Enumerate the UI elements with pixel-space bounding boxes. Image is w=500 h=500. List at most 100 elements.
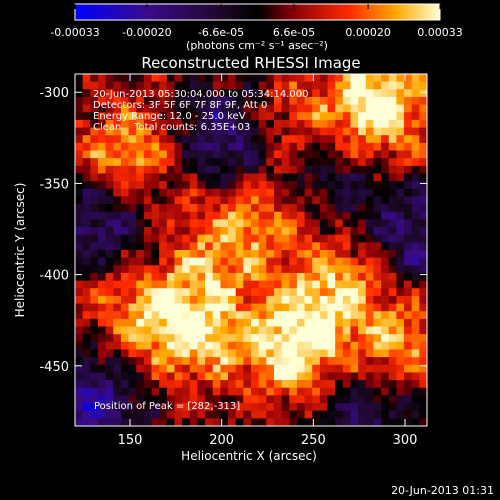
y-tick-label: -450 [39, 360, 69, 375]
heatmap-cell [273, 158, 283, 167]
heatmap-cell [205, 295, 214, 305]
heatmap-cell [136, 341, 145, 351]
heatmap-cell [75, 395, 84, 404]
heatmap-cell [197, 334, 206, 343]
heatmap-cell [90, 349, 99, 358]
heatmap-cell [228, 272, 237, 282]
heatmap-cell [319, 204, 329, 213]
heatmap-cell [220, 257, 229, 266]
heatmap-cell [373, 272, 382, 282]
heatmap-cell [273, 372, 283, 381]
heatmap-cell [281, 303, 290, 312]
heatmap-cell [350, 295, 359, 305]
heatmap-cell [220, 119, 229, 129]
heatmap-cell [166, 227, 176, 236]
heatmap-cell [75, 288, 84, 297]
heatmap-cell [273, 242, 283, 251]
heatmap-cell [243, 165, 252, 175]
heatmap-cell [388, 165, 397, 175]
heatmap-cell [335, 303, 344, 312]
heatmap-cell [411, 234, 420, 243]
heatmap-cell [243, 265, 252, 274]
heatmap-cell [120, 112, 130, 121]
heatmap-cell [396, 104, 405, 113]
heatmap-cell [143, 188, 153, 198]
heatmap-cell [388, 410, 397, 419]
heatmap-cell [159, 257, 168, 266]
heatmap-cell [75, 303, 84, 312]
heatmap-cell [151, 410, 160, 419]
heatmap-cell [388, 288, 397, 297]
heatmap-cell [220, 211, 229, 220]
heatmap-cell [350, 127, 359, 136]
heatmap-cell [251, 211, 260, 220]
heatmap-cell [335, 81, 344, 90]
heatmap-cell [273, 234, 283, 243]
heatmap-cell [365, 142, 375, 152]
heatmap-cell [365, 257, 375, 266]
heatmap-cell [396, 380, 405, 389]
heatmap-cell [143, 119, 153, 129]
heatmap-cell [327, 250, 336, 259]
heatmap-cell [258, 380, 267, 389]
heatmap-cell [128, 104, 137, 113]
heatmap-cell [243, 295, 252, 305]
heatmap-cell [319, 326, 329, 335]
heatmap-cell [97, 295, 107, 305]
heatmap-cell [266, 196, 275, 205]
heatmap-cell [365, 188, 375, 198]
heatmap-cell [335, 142, 344, 152]
heatmap-cell [312, 173, 321, 182]
heatmap-cell [381, 96, 390, 106]
heatmap-cell [182, 74, 191, 83]
heatmap-cell [97, 96, 107, 106]
heatmap-cell [243, 334, 252, 343]
heatmap-cell [113, 303, 122, 312]
heatmap-cell [143, 234, 153, 243]
heatmap-cell [136, 295, 145, 305]
heatmap-cell [228, 380, 237, 389]
heatmap-cell [327, 349, 336, 358]
heatmap-cell [105, 380, 114, 389]
heatmap-cell [327, 150, 336, 159]
heatmap-cell [143, 387, 153, 396]
heatmap-cell [182, 265, 191, 274]
heatmap-cell [358, 265, 367, 274]
heatmap-cell [212, 74, 221, 83]
heatmap-cell [373, 257, 382, 266]
heatmap-cell [120, 272, 130, 282]
heatmap-cell [235, 357, 244, 366]
heatmap-cell [388, 104, 397, 113]
heatmap-cell [174, 119, 183, 129]
heatmap-cell [365, 410, 375, 419]
heatmap-cell [197, 257, 206, 266]
heatmap-cell [312, 418, 321, 426]
heatmap-cell [342, 219, 352, 228]
y-axis-ticks: -300-350-400-450 [39, 86, 427, 375]
heatmap-cell [327, 387, 336, 396]
heatmap-cell [82, 288, 91, 297]
heatmap-cell [312, 204, 321, 213]
heatmap-cell [159, 334, 168, 343]
heatmap-cell [90, 211, 99, 220]
heatmap-cell [396, 326, 405, 335]
heatmap-cell [335, 326, 344, 335]
heatmap-cell [396, 311, 405, 320]
heatmap-cell [75, 364, 84, 374]
heatmap-cell [289, 242, 298, 251]
heatmap-cell [212, 81, 221, 90]
heatmap-cell [174, 181, 183, 190]
heatmap-cell [136, 403, 145, 412]
heatmap-cell [296, 303, 306, 312]
heatmap-cell [296, 318, 306, 328]
heatmap-cell [396, 112, 405, 121]
heatmap-cell [136, 74, 145, 83]
heatmap-cell [273, 265, 283, 274]
heatmap-cell [105, 165, 114, 175]
heatmap-cell [319, 165, 329, 175]
heatmap-cell [373, 234, 382, 243]
heatmap-cell [166, 380, 176, 389]
heatmap-cell [220, 295, 229, 305]
heatmap-cell [90, 295, 99, 305]
heatmap-cell [189, 250, 199, 259]
